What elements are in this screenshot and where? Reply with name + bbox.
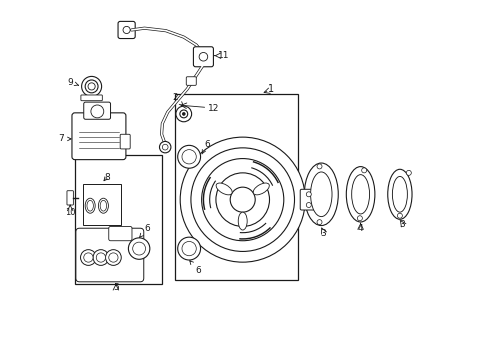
Circle shape (159, 141, 171, 153)
Circle shape (397, 213, 402, 218)
Circle shape (180, 137, 305, 262)
Bar (175, 94, 298, 280)
Text: 6: 6 (189, 261, 201, 275)
Ellipse shape (310, 172, 331, 217)
Text: 8: 8 (104, 173, 110, 182)
FancyBboxPatch shape (118, 21, 135, 39)
Circle shape (162, 144, 168, 150)
Circle shape (216, 173, 269, 226)
FancyBboxPatch shape (67, 191, 73, 205)
Circle shape (190, 148, 294, 251)
FancyBboxPatch shape (120, 134, 130, 149)
FancyBboxPatch shape (300, 189, 317, 210)
Circle shape (128, 238, 149, 259)
Circle shape (361, 168, 366, 173)
Ellipse shape (98, 198, 108, 213)
Text: 10: 10 (65, 208, 75, 217)
Text: 12: 12 (207, 104, 219, 113)
Circle shape (182, 112, 185, 115)
Circle shape (180, 110, 187, 118)
Circle shape (81, 249, 96, 265)
Circle shape (176, 106, 191, 122)
Circle shape (230, 187, 255, 212)
Ellipse shape (100, 201, 106, 211)
Circle shape (88, 83, 95, 90)
Ellipse shape (346, 167, 374, 222)
Ellipse shape (387, 169, 411, 219)
Text: 6: 6 (140, 224, 150, 237)
Circle shape (85, 80, 98, 93)
Text: 6: 6 (202, 140, 209, 154)
Circle shape (182, 150, 196, 164)
Text: 11: 11 (217, 51, 229, 60)
Text: 7: 7 (58, 134, 71, 143)
Ellipse shape (216, 183, 232, 195)
Ellipse shape (351, 175, 369, 214)
Circle shape (105, 249, 121, 265)
Ellipse shape (253, 183, 269, 195)
FancyBboxPatch shape (72, 113, 125, 159)
FancyBboxPatch shape (83, 102, 110, 119)
Text: 2: 2 (172, 93, 183, 105)
Circle shape (123, 26, 130, 33)
Text: 9: 9 (67, 78, 79, 87)
Circle shape (132, 242, 145, 255)
Circle shape (305, 192, 311, 197)
FancyBboxPatch shape (108, 226, 132, 241)
Circle shape (357, 216, 362, 221)
Circle shape (177, 145, 200, 168)
Circle shape (83, 253, 93, 262)
Bar (75, 155, 162, 284)
FancyBboxPatch shape (193, 47, 213, 67)
Text: 4: 4 (357, 224, 363, 233)
FancyBboxPatch shape (76, 228, 143, 282)
Ellipse shape (85, 198, 95, 213)
Text: 3: 3 (398, 220, 404, 229)
Circle shape (305, 203, 311, 207)
Circle shape (201, 158, 283, 241)
Circle shape (316, 220, 322, 225)
Ellipse shape (391, 176, 407, 212)
Circle shape (96, 253, 105, 262)
Circle shape (182, 242, 196, 256)
Text: 1: 1 (268, 84, 274, 94)
Circle shape (177, 237, 200, 260)
Text: 3: 3 (320, 229, 325, 238)
Circle shape (93, 249, 108, 265)
Ellipse shape (238, 212, 246, 230)
FancyBboxPatch shape (186, 77, 196, 85)
FancyBboxPatch shape (81, 95, 102, 101)
Text: 5: 5 (113, 283, 119, 292)
Circle shape (108, 253, 118, 262)
Circle shape (199, 53, 207, 61)
Ellipse shape (87, 201, 93, 211)
Circle shape (81, 76, 102, 96)
Bar (83, 184, 121, 225)
Circle shape (91, 105, 103, 118)
Circle shape (316, 164, 322, 169)
Ellipse shape (304, 163, 338, 226)
Circle shape (406, 170, 410, 175)
